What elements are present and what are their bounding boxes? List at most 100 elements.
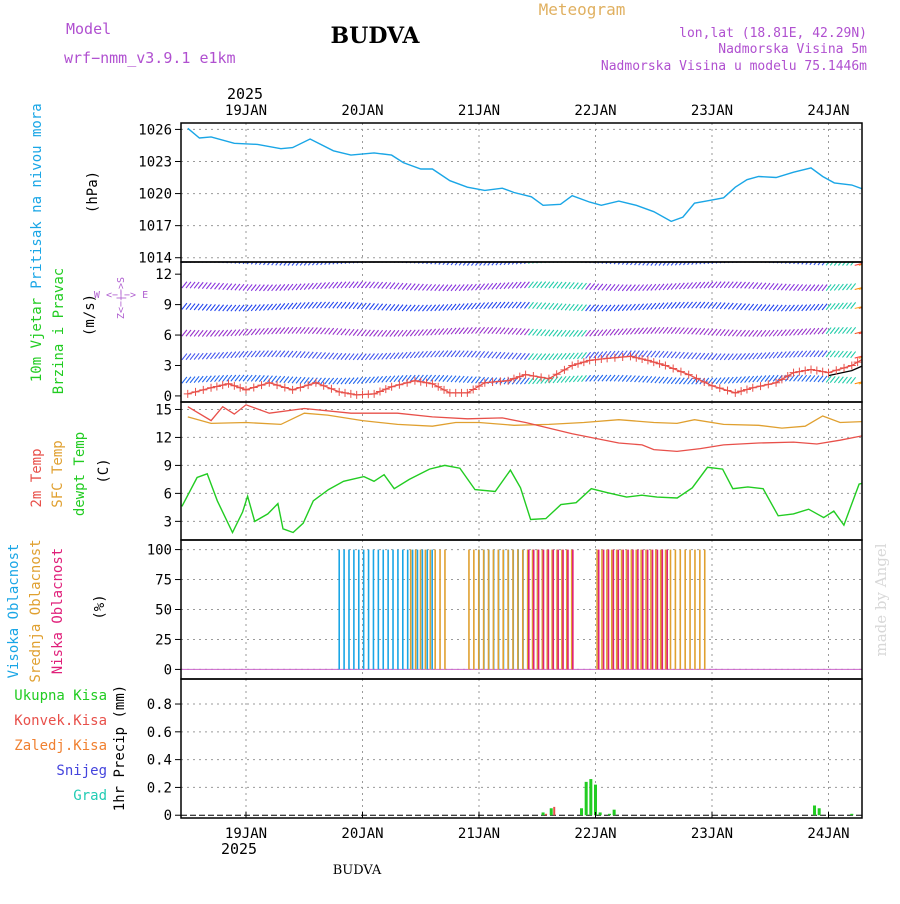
wind-barb <box>867 355 880 358</box>
frozen-precip-label: Zaledj.Kisa <box>14 738 107 754</box>
precip-bar-convective <box>545 814 547 815</box>
wind-barb <box>883 304 899 308</box>
total-precip-label: Ukupna Kisa <box>14 688 107 704</box>
cloud-unit: (%) <box>92 594 108 619</box>
wind-barb <box>887 331 900 335</box>
ytick-label: 6 <box>164 328 172 344</box>
model-label: Model <box>66 20 111 38</box>
wind-barb <box>887 284 900 288</box>
precip-bar-total <box>850 814 853 815</box>
wind-barb <box>891 259 900 264</box>
year-top: 2025 <box>227 85 263 103</box>
wind-barb <box>875 331 890 335</box>
product-title: Meteogram <box>539 0 626 19</box>
wind-barb <box>887 355 900 359</box>
date-label-bottom: 23JAN <box>691 826 733 842</box>
panel-labels: Pritisak na nivou mora (hPa) 10m Vjetar … <box>6 103 148 811</box>
coords-text: lon,lat (18.81E, 42.29N) <box>679 26 867 41</box>
date-label-top: 22JAN <box>574 103 616 119</box>
wind-barb <box>867 286 880 289</box>
precip-bar-total <box>585 782 588 815</box>
ytick-label: 1017 <box>138 219 172 235</box>
ytick-label: 0.2 <box>147 780 172 796</box>
ytick-label: 12 <box>155 267 172 283</box>
wind-barb <box>891 331 900 336</box>
wind-barb <box>875 285 890 289</box>
wind-barb <box>883 331 899 335</box>
wind-barb <box>891 379 900 384</box>
wind-barb <box>895 304 900 309</box>
pressure-label: Pritisak na nivou mora <box>29 103 45 288</box>
wind-barb <box>871 285 885 288</box>
watermark: made by Angel <box>872 543 890 656</box>
panels: 1014101710201023102603691236912150255075… <box>138 122 900 824</box>
low-cloud-label: Niska Oblacnost <box>50 548 66 674</box>
panel-bg <box>181 679 862 818</box>
elevation-text: Nadmorska Visina 5m <box>718 42 867 57</box>
ytick-label: 3 <box>164 358 172 374</box>
wind-barb <box>871 381 885 384</box>
wind-barb <box>867 305 880 308</box>
high-cloud-label: Visoka Oblacnost <box>6 544 22 679</box>
wind-barb <box>867 262 880 265</box>
station-title: BUDVA <box>331 23 421 49</box>
precip-bar-total <box>542 812 545 815</box>
dewpt-temp-label: dewpt Temp <box>72 432 88 516</box>
ytick-label: 3 <box>164 514 172 530</box>
ytick-label: 6 <box>164 486 172 502</box>
conv-precip-label: Konvek.Kisa <box>14 713 107 729</box>
wind-barb <box>891 355 900 360</box>
wind-barb <box>879 355 894 359</box>
wind-barb <box>895 259 900 264</box>
wind-barb <box>895 283 900 288</box>
ytick-label: 25 <box>155 632 172 648</box>
date-label-bottom: 22JAN <box>574 826 616 842</box>
precip-bar-total <box>608 814 611 815</box>
wind-barb <box>863 286 875 289</box>
ytick-label: 75 <box>155 573 172 589</box>
wind-barb <box>863 331 875 334</box>
ytick-label: 1014 <box>138 251 172 267</box>
ytick-label: 100 <box>147 543 172 559</box>
wind-barb <box>871 331 885 334</box>
wind-barb <box>863 381 875 384</box>
model-name: wrf−nmm_v3.9.1 e1km <box>64 49 236 67</box>
temp-unit: (C) <box>96 458 112 483</box>
date-label-bottom: 24JAN <box>807 826 849 842</box>
precip-bar-convective <box>553 807 555 815</box>
precip-bar-total <box>589 779 592 815</box>
snow-label: Snijeg <box>56 763 107 779</box>
date-label-bottom: 21JAN <box>458 826 500 842</box>
wind-barb <box>875 304 890 308</box>
wind-barb <box>883 355 899 359</box>
wind-compass-vertical: Z<−|−>S <box>116 277 127 319</box>
wind-barb <box>883 260 899 264</box>
footer-station: BUDVA <box>333 863 382 878</box>
wind-barb <box>879 304 894 308</box>
ytick-label: 0.4 <box>147 753 172 769</box>
wind-barb <box>883 284 899 288</box>
precip-bar-total <box>599 812 602 815</box>
ytick-label: 1023 <box>138 154 172 170</box>
wind-barb <box>895 379 900 384</box>
wind-barb <box>879 380 894 384</box>
precip-bar-total <box>818 808 821 815</box>
wind-barb <box>879 331 894 335</box>
wind-label-2: Brzina i Pravac <box>51 268 67 394</box>
panel-bg <box>181 123 862 262</box>
date-label-top: 19JAN <box>225 103 267 119</box>
wind-barb <box>863 355 875 358</box>
wind-barb <box>871 261 885 264</box>
ytick-label: 0.8 <box>147 697 172 713</box>
precip-bar-total <box>813 805 816 815</box>
wind-barb <box>887 380 900 384</box>
ytick-label: 9 <box>164 458 172 474</box>
ytick-label: 12 <box>155 430 172 446</box>
model-elevation-text: Nadmorska Visina u modelu 75.1446m <box>601 59 867 74</box>
precip-bar-total <box>594 785 597 816</box>
wind-barb <box>895 355 900 360</box>
year-bottom: 2025 <box>221 840 257 858</box>
date-label-top: 23JAN <box>691 103 733 119</box>
